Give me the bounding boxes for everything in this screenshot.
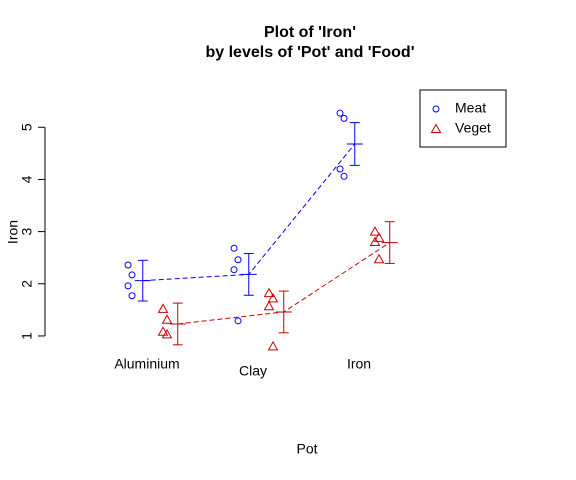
data-point [157, 326, 169, 336]
x-axis-label: Pot [296, 441, 317, 457]
data-point [340, 172, 348, 180]
data-point [369, 236, 381, 247]
data-point [128, 271, 136, 279]
y-tick-label: 2 [19, 280, 35, 288]
data-point [124, 261, 132, 269]
legend-box [419, 89, 507, 148]
data-point [157, 303, 169, 313]
chart-subtitle: by levels of 'Pot' and 'Food' [205, 44, 414, 61]
data-point [124, 282, 132, 290]
legend-marker [430, 123, 442, 133]
legend-label: Veget [455, 120, 491, 136]
data-point [263, 287, 275, 298]
data-point [373, 232, 385, 242]
legend-label: Meat [455, 100, 486, 116]
data-point [263, 300, 275, 311]
y-tick-label: 3 [19, 228, 35, 236]
data-point [340, 114, 348, 122]
y-axis-label: Iron [5, 220, 21, 244]
data-point [267, 340, 279, 351]
data-point [128, 292, 136, 300]
chart-title: Plot of 'Iron' [264, 24, 356, 41]
data-point [336, 109, 344, 117]
data-point [161, 314, 173, 324]
y-tick-label: 4 [19, 175, 35, 183]
x-tick-label: Iron [347, 356, 371, 372]
x-tick-label: Aluminium [114, 356, 179, 372]
data-point [230, 244, 238, 252]
x-tick-label: Clay [239, 363, 267, 379]
y-tick-label: 1 [19, 332, 35, 340]
data-point [369, 226, 381, 236]
data-point [230, 266, 238, 274]
y-tick-label: 5 [19, 123, 35, 131]
data-point [234, 256, 242, 264]
legend-marker [432, 105, 440, 113]
data-point [336, 165, 344, 173]
data-point [373, 253, 385, 264]
data-point [234, 317, 242, 325]
data-point [161, 328, 173, 339]
data-point [267, 292, 279, 303]
